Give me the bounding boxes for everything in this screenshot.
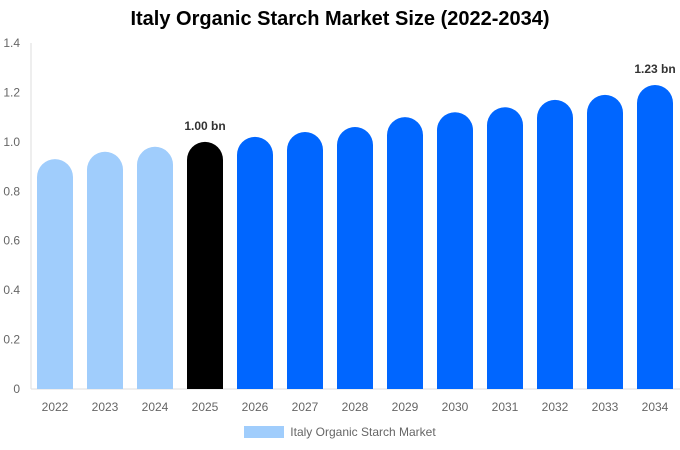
bar-2028 <box>337 127 373 389</box>
y-tick-label: 0.2 <box>3 333 20 347</box>
y-tick-label: 1.0 <box>3 135 20 149</box>
bar-2030 <box>437 112 473 389</box>
y-tick-label: 1.2 <box>3 85 20 99</box>
bar-2031 <box>487 107 523 389</box>
data-label-2034: 1.23 bn <box>634 62 675 76</box>
y-tick-label: 0.4 <box>3 283 20 297</box>
bar-2023 <box>87 151 123 389</box>
y-tick-label: 0 <box>13 382 20 396</box>
y-tick-label: 0.8 <box>3 184 20 198</box>
x-tick-label: 2022 <box>42 400 69 414</box>
x-tick-label: 2030 <box>442 400 469 414</box>
x-tick-label: 2031 <box>492 400 519 414</box>
x-tick-label: 2023 <box>92 400 119 414</box>
x-tick-label: 2034 <box>642 400 669 414</box>
bar-2033 <box>587 94 623 389</box>
x-tick-label: 2029 <box>392 400 419 414</box>
bar-2026 <box>237 136 273 389</box>
y-tick-label: 1.4 <box>3 36 20 50</box>
x-tick-label: 2027 <box>292 400 319 414</box>
legend-label: Italy Organic Starch Market <box>290 425 436 439</box>
legend: Italy Organic Starch Market <box>0 425 680 439</box>
bar-2034 <box>637 85 673 389</box>
bar-2027 <box>287 131 323 389</box>
bar-2022 <box>37 159 73 389</box>
x-tick-label: 2028 <box>342 400 369 414</box>
bar-2029 <box>387 117 423 389</box>
chart-title: Italy Organic Starch Market Size (2022-2… <box>130 8 550 30</box>
x-tick-label: 2024 <box>142 400 169 414</box>
bar-2024 <box>137 146 173 389</box>
x-tick-label: 2033 <box>592 400 619 414</box>
x-tick-label: 2026 <box>242 400 269 414</box>
data-label-2025: 1.00 bn <box>184 119 225 133</box>
legend-swatch <box>244 426 285 438</box>
bar-2025 <box>187 141 223 389</box>
y-tick-label: 0.6 <box>3 234 20 248</box>
bar-2032 <box>537 99 573 389</box>
x-tick-label: 2032 <box>542 400 569 414</box>
x-tick-label: 2025 <box>192 400 219 414</box>
